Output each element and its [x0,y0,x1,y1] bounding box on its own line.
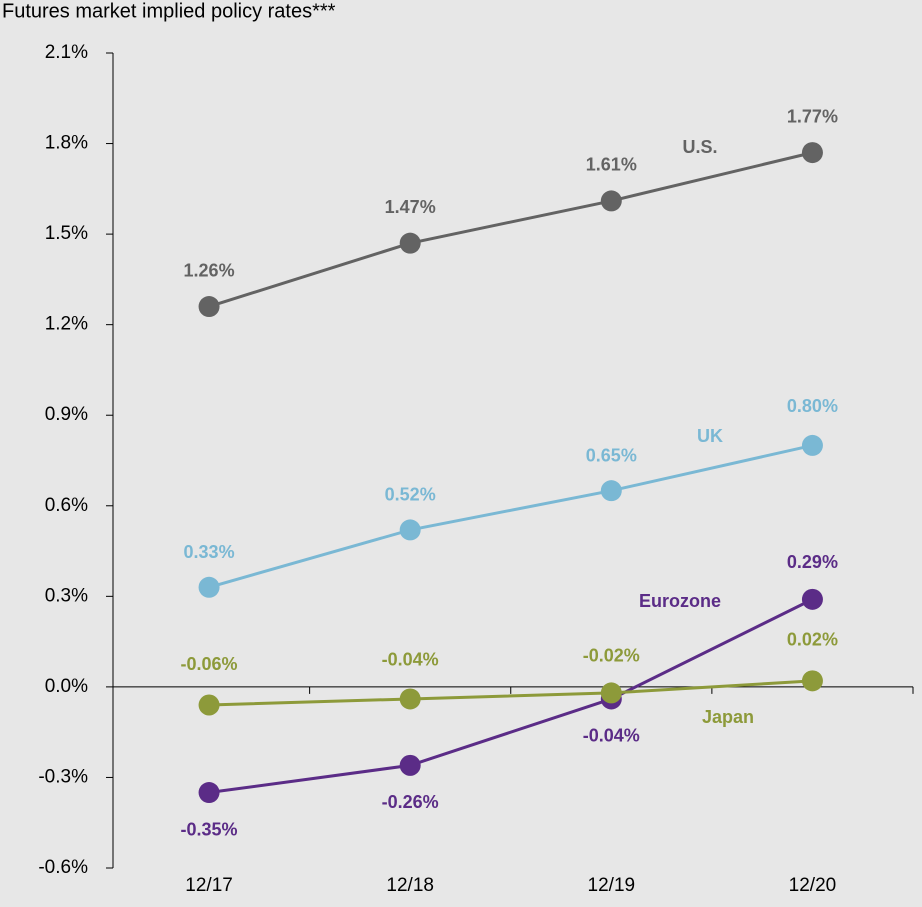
value-label: 0.33% [184,542,235,562]
value-label: 0.02% [787,630,838,650]
series-label: UK [697,426,723,446]
y-tick-label: 2.1% [45,42,88,63]
series-line [208,598,814,795]
x-tick-label: 12/17 [185,875,233,896]
marker [600,190,622,212]
marker [399,232,421,254]
y-tick-label: 1.8% [45,133,88,154]
value-label: 0.29% [787,552,838,572]
marker [801,434,823,456]
marker [801,670,823,692]
series-label: Japan [702,707,754,727]
value-label: -0.35% [181,819,238,839]
value-label: 1.77% [787,106,838,126]
value-label: 1.47% [385,197,436,217]
series-line [208,443,813,589]
y-tick-label: 0.6% [45,495,88,516]
value-label: 0.65% [586,445,637,465]
y-tick-label: 1.2% [45,314,88,335]
marker [198,296,220,318]
series-line [209,679,813,707]
value-label: 1.26% [184,260,235,280]
marker [801,142,823,164]
y-tick-label: -0.3% [38,766,88,787]
y-tick-label: 0.0% [45,676,88,697]
marker [399,519,421,541]
value-label: -0.04% [583,726,640,746]
value-label: -0.26% [382,792,439,812]
chart-subtitle: Futures market implied policy rates*** [2,0,336,22]
marker [198,576,220,598]
marker [600,480,622,502]
marker [198,694,220,716]
value-label: -0.02% [583,646,640,666]
y-tick-label: -0.6% [38,857,88,878]
marker [399,754,421,776]
value-label: 0.52% [385,485,436,505]
marker [198,782,220,804]
x-tick-label: 12/20 [789,875,837,896]
series-label: Eurozone [639,591,721,611]
marker [600,682,622,704]
y-tick-label: 1.5% [45,223,88,244]
marker [399,688,421,710]
value-label: 1.61% [586,155,637,175]
y-tick-label: 0.3% [45,585,88,606]
value-label: -0.06% [181,654,238,674]
value-label: 0.80% [787,396,838,416]
series-line [208,151,813,308]
marker [801,588,823,610]
x-tick-label: 12/19 [588,875,636,896]
x-tick-label: 12/18 [386,875,434,896]
series-label: U.S. [682,137,717,157]
y-tick-label: 0.9% [45,404,88,425]
value-label: -0.04% [382,650,439,670]
